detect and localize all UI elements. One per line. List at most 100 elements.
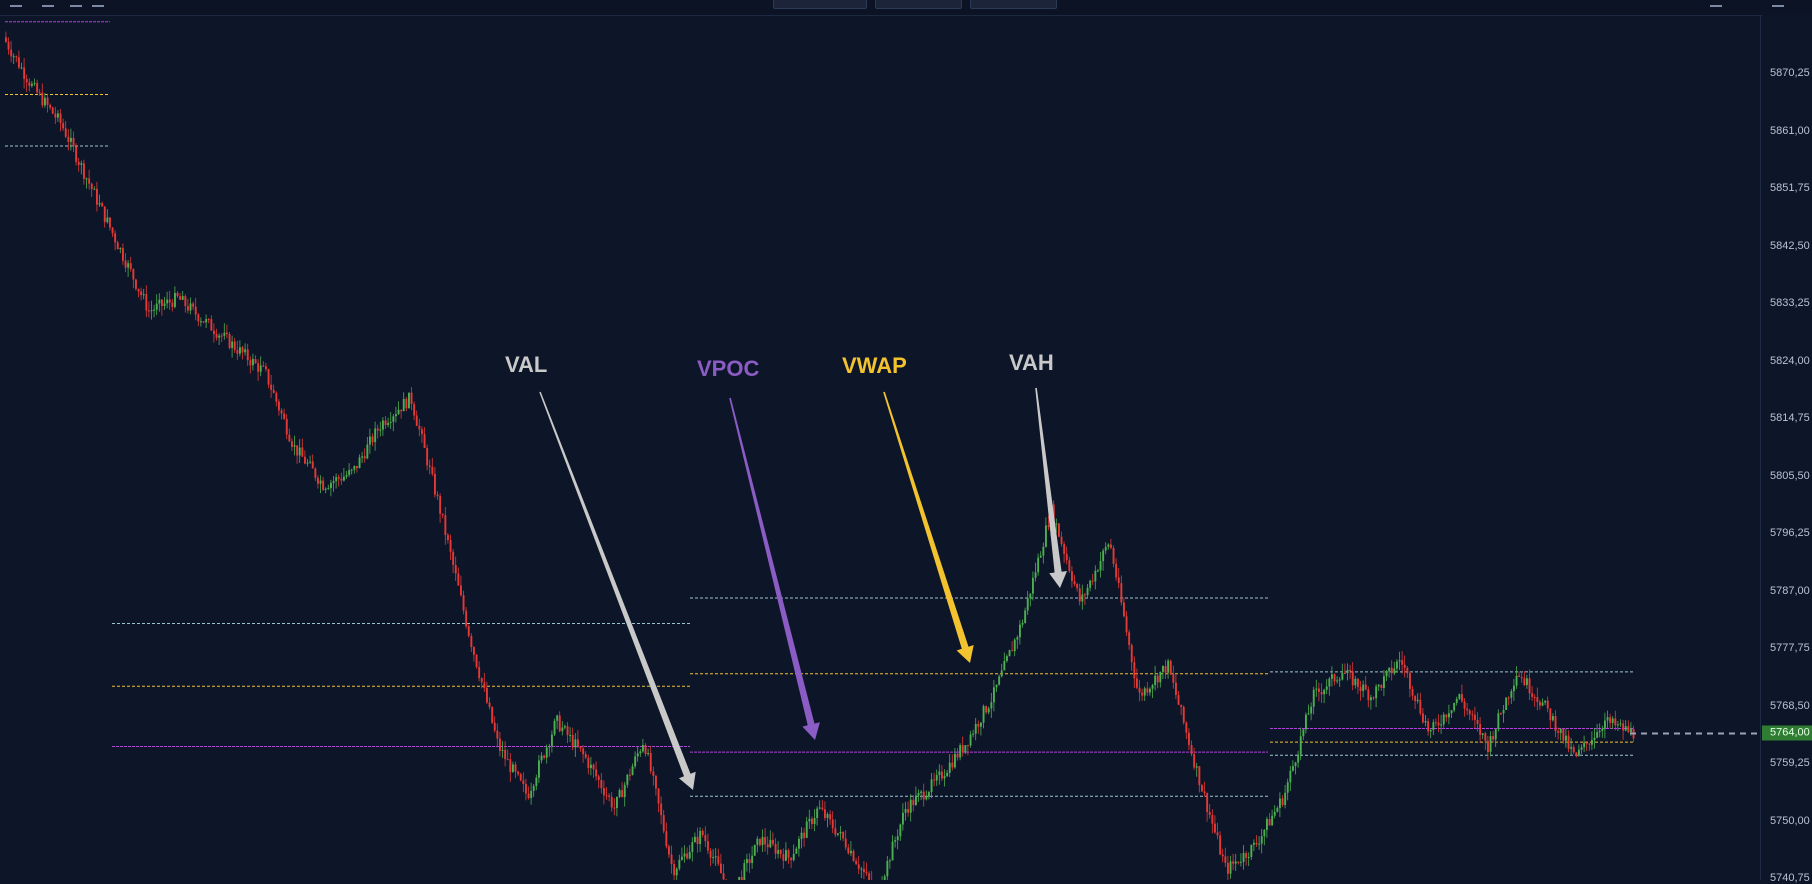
price-axis[interactable]: 5870,25 5861,00 5851,75 5842,50 5833,25 5824,…: [1762, 15, 1812, 884]
candle: [1247, 852, 1250, 867]
candle: [673, 859, 676, 880]
candle: [1346, 663, 1349, 681]
candle: [384, 415, 387, 429]
candle: [933, 772, 936, 787]
candle: [272, 384, 275, 394]
candle: [917, 789, 920, 802]
price-chart[interactable]: [0, 0, 1760, 880]
candle: [18, 50, 20, 70]
candle: [387, 417, 390, 428]
candle: [64, 120, 67, 139]
candle: [1461, 684, 1463, 703]
candle: [366, 436, 369, 460]
candle: [148, 301, 150, 318]
candle: [1084, 592, 1086, 605]
candle: [1536, 687, 1539, 711]
candle: [1159, 671, 1162, 688]
candle: [746, 853, 748, 872]
timeframe-field[interactable]: [970, 0, 1057, 9]
candle: [418, 418, 421, 437]
candle: [441, 513, 444, 519]
candle: [392, 413, 395, 432]
candle: [150, 300, 153, 320]
symbol-field[interactable]: [773, 0, 867, 9]
candle: [860, 866, 863, 879]
annotation-arrows: [539, 387, 1067, 790]
candle: [889, 858, 891, 869]
price-tick-label: 5842,50: [1770, 239, 1810, 252]
candle: [1234, 853, 1237, 871]
candle: [1435, 718, 1437, 727]
candle: [1533, 694, 1536, 707]
candle: [434, 467, 436, 498]
price-tick-label: 5759,25: [1770, 757, 1810, 769]
indicator-icon[interactable]: [70, 0, 82, 7]
candle: [714, 847, 717, 866]
candle: [291, 438, 293, 452]
candle: [1401, 650, 1404, 674]
candle: [1154, 665, 1157, 691]
candle: [163, 296, 166, 310]
candle: [1388, 667, 1391, 678]
account-field[interactable]: [875, 0, 962, 9]
candle: [1429, 729, 1432, 739]
candle: [137, 288, 140, 298]
candle: [956, 748, 959, 761]
candle: [1112, 545, 1115, 568]
candle: [1442, 712, 1445, 728]
candle: [829, 810, 832, 825]
candle: [795, 846, 798, 854]
candle: [964, 745, 967, 755]
candle: [1006, 654, 1008, 663]
candle: [655, 774, 657, 796]
candle: [194, 297, 197, 321]
candle: [1099, 552, 1102, 578]
candle: [1117, 568, 1120, 589]
candle: [1078, 583, 1081, 606]
candle: [1273, 805, 1276, 819]
candle: [1289, 765, 1292, 791]
candle: [1349, 664, 1352, 680]
candle: [467, 624, 470, 638]
candle: [522, 772, 525, 793]
price-tick-label: 5768,50: [1770, 699, 1810, 712]
candle: [1541, 698, 1544, 707]
candle: [1572, 744, 1575, 755]
candle: [907, 801, 910, 817]
menu-icon[interactable]: [1772, 0, 1784, 7]
candle: [943, 769, 946, 787]
candle: [1370, 694, 1372, 710]
candle: [1411, 685, 1414, 701]
candle: [436, 491, 439, 501]
candle: [902, 803, 904, 831]
candle: [699, 827, 702, 852]
candle: [1338, 677, 1341, 687]
candle: [587, 754, 590, 775]
candle: [1299, 727, 1302, 761]
candle: [426, 444, 429, 471]
candle: [1476, 712, 1479, 732]
vwap-arrow: [883, 391, 974, 663]
candle: [935, 769, 938, 786]
candle: [1422, 707, 1424, 724]
settings-icon[interactable]: [92, 0, 104, 7]
candle: [506, 749, 509, 761]
candle: [246, 343, 249, 366]
undo-icon[interactable]: [10, 0, 22, 7]
candle: [1315, 679, 1318, 697]
candle: [634, 751, 637, 769]
candle: [967, 744, 969, 756]
calendar-icon[interactable]: [1710, 0, 1722, 7]
candle: [977, 720, 980, 734]
candle: [1575, 752, 1578, 758]
candle: [1403, 655, 1406, 678]
candle: [769, 830, 772, 849]
candle: [15, 55, 18, 63]
candle: [444, 506, 447, 545]
candle: [80, 160, 83, 175]
candle: [574, 733, 577, 758]
chart-type-icon[interactable]: [42, 0, 54, 7]
candle: [660, 796, 663, 825]
candle: [837, 833, 839, 837]
candle: [1107, 543, 1110, 550]
